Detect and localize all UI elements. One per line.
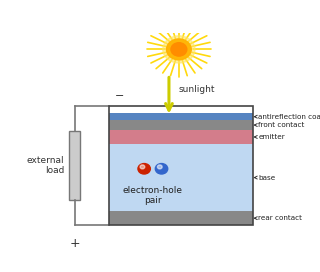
Text: rear contact: rear contact	[254, 215, 302, 221]
Bar	[109, 106, 253, 225]
Circle shape	[140, 165, 145, 169]
Text: front contact: front contact	[254, 122, 305, 128]
Text: −: −	[115, 91, 124, 101]
Bar	[109, 130, 253, 144]
Bar	[109, 211, 253, 225]
Text: electron-hole
pair: electron-hole pair	[123, 186, 183, 205]
Circle shape	[138, 163, 150, 174]
Bar	[109, 120, 253, 130]
Circle shape	[163, 36, 195, 63]
Circle shape	[155, 163, 168, 174]
Text: base: base	[254, 175, 276, 181]
Text: antireflection coating: antireflection coating	[254, 114, 320, 120]
Bar	[109, 144, 253, 211]
Text: +: +	[69, 237, 80, 250]
Bar	[69, 131, 80, 200]
Text: emitter: emitter	[254, 134, 285, 140]
Text: sunlight: sunlight	[179, 85, 215, 94]
Circle shape	[157, 165, 162, 169]
Circle shape	[171, 43, 187, 56]
Bar	[109, 113, 253, 120]
Text: external
load: external load	[27, 156, 64, 175]
Circle shape	[166, 39, 191, 60]
